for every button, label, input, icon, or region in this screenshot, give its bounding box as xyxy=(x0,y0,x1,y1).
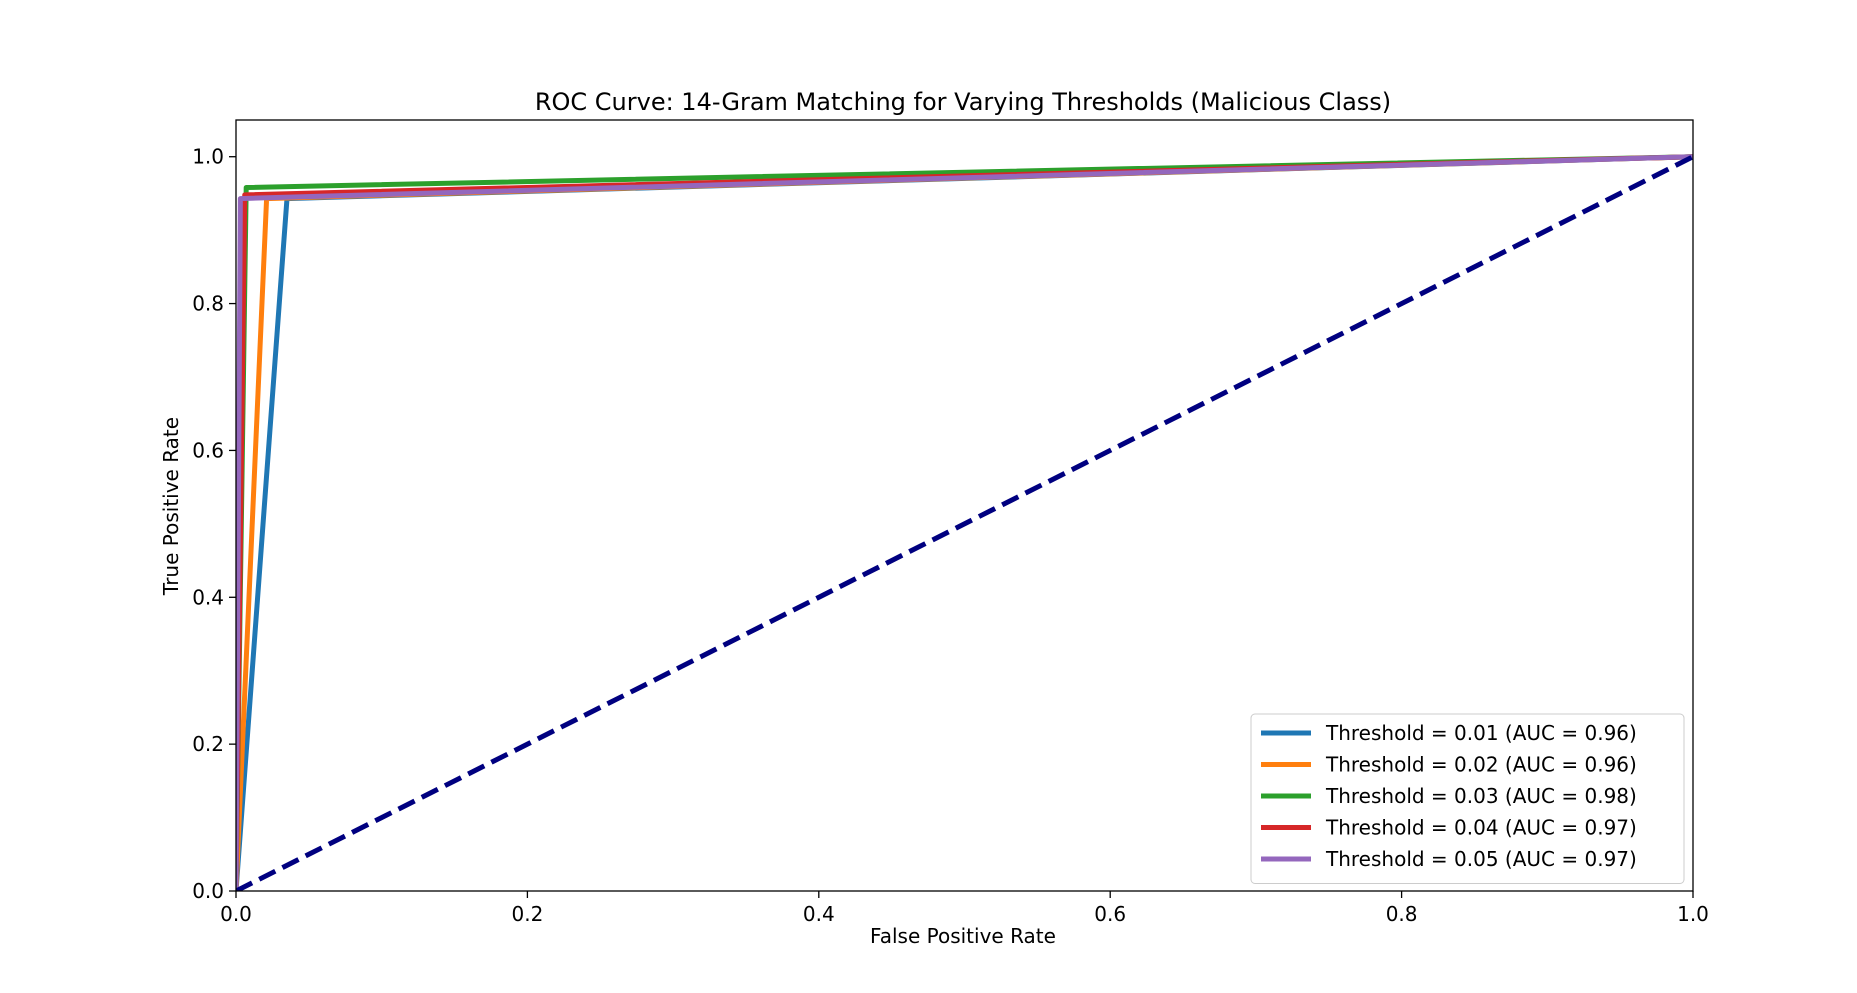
reference-diagonal-line xyxy=(236,154,1693,891)
y-tick-label: 0.2 xyxy=(192,732,224,756)
y-tick-label: 0.6 xyxy=(192,438,224,462)
x-tick-label: 0.8 xyxy=(1386,902,1418,926)
axes: 0.0 0.2 0.4 0.6 0.8 1.0 0.0 0.2 0.4 0.6 0.8 1.0 xyxy=(192,119,1709,926)
axes-frame xyxy=(235,119,1694,892)
x-tick-label: 0.6 xyxy=(1094,902,1126,926)
series-line-5 xyxy=(236,154,1693,891)
x-tick-label: 0.0 xyxy=(220,902,252,926)
x-tick-label: 1.0 xyxy=(1677,902,1709,926)
y-tick-label: 1.0 xyxy=(192,145,224,169)
x-tick-label: 0.4 xyxy=(803,902,835,926)
legend-label-4: Threshold = 0.04 (AUC = 0.97) xyxy=(1325,816,1637,840)
plot-area xyxy=(236,154,1693,891)
y-tick-label: 0.4 xyxy=(192,585,224,609)
legend-label-3: Threshold = 0.03 (AUC = 0.98) xyxy=(1325,784,1637,808)
x-axis-label: False Positive Rate xyxy=(870,924,1056,948)
legend-label-1: Threshold = 0.01 (AUC = 0.96) xyxy=(1325,721,1637,745)
x-tick-label: 0.2 xyxy=(511,902,543,926)
series-lines xyxy=(236,154,1693,891)
chart-title: ROC Curve: 14-Gram Matching for Varying … xyxy=(535,88,1391,116)
legend-box xyxy=(1250,713,1685,884)
y-axis-label: True Positive Rate xyxy=(159,417,183,596)
legend-label-2: Threshold = 0.02 (AUC = 0.96) xyxy=(1325,753,1637,777)
y-tick-label: 0.0 xyxy=(192,879,224,903)
y-tick-label: 0.8 xyxy=(192,292,224,316)
legend: Threshold = 0.01 (AUC = 0.96) Threshold =… xyxy=(1250,713,1685,884)
legend-label-5: Threshold = 0.05 (AUC = 0.97) xyxy=(1325,847,1637,871)
